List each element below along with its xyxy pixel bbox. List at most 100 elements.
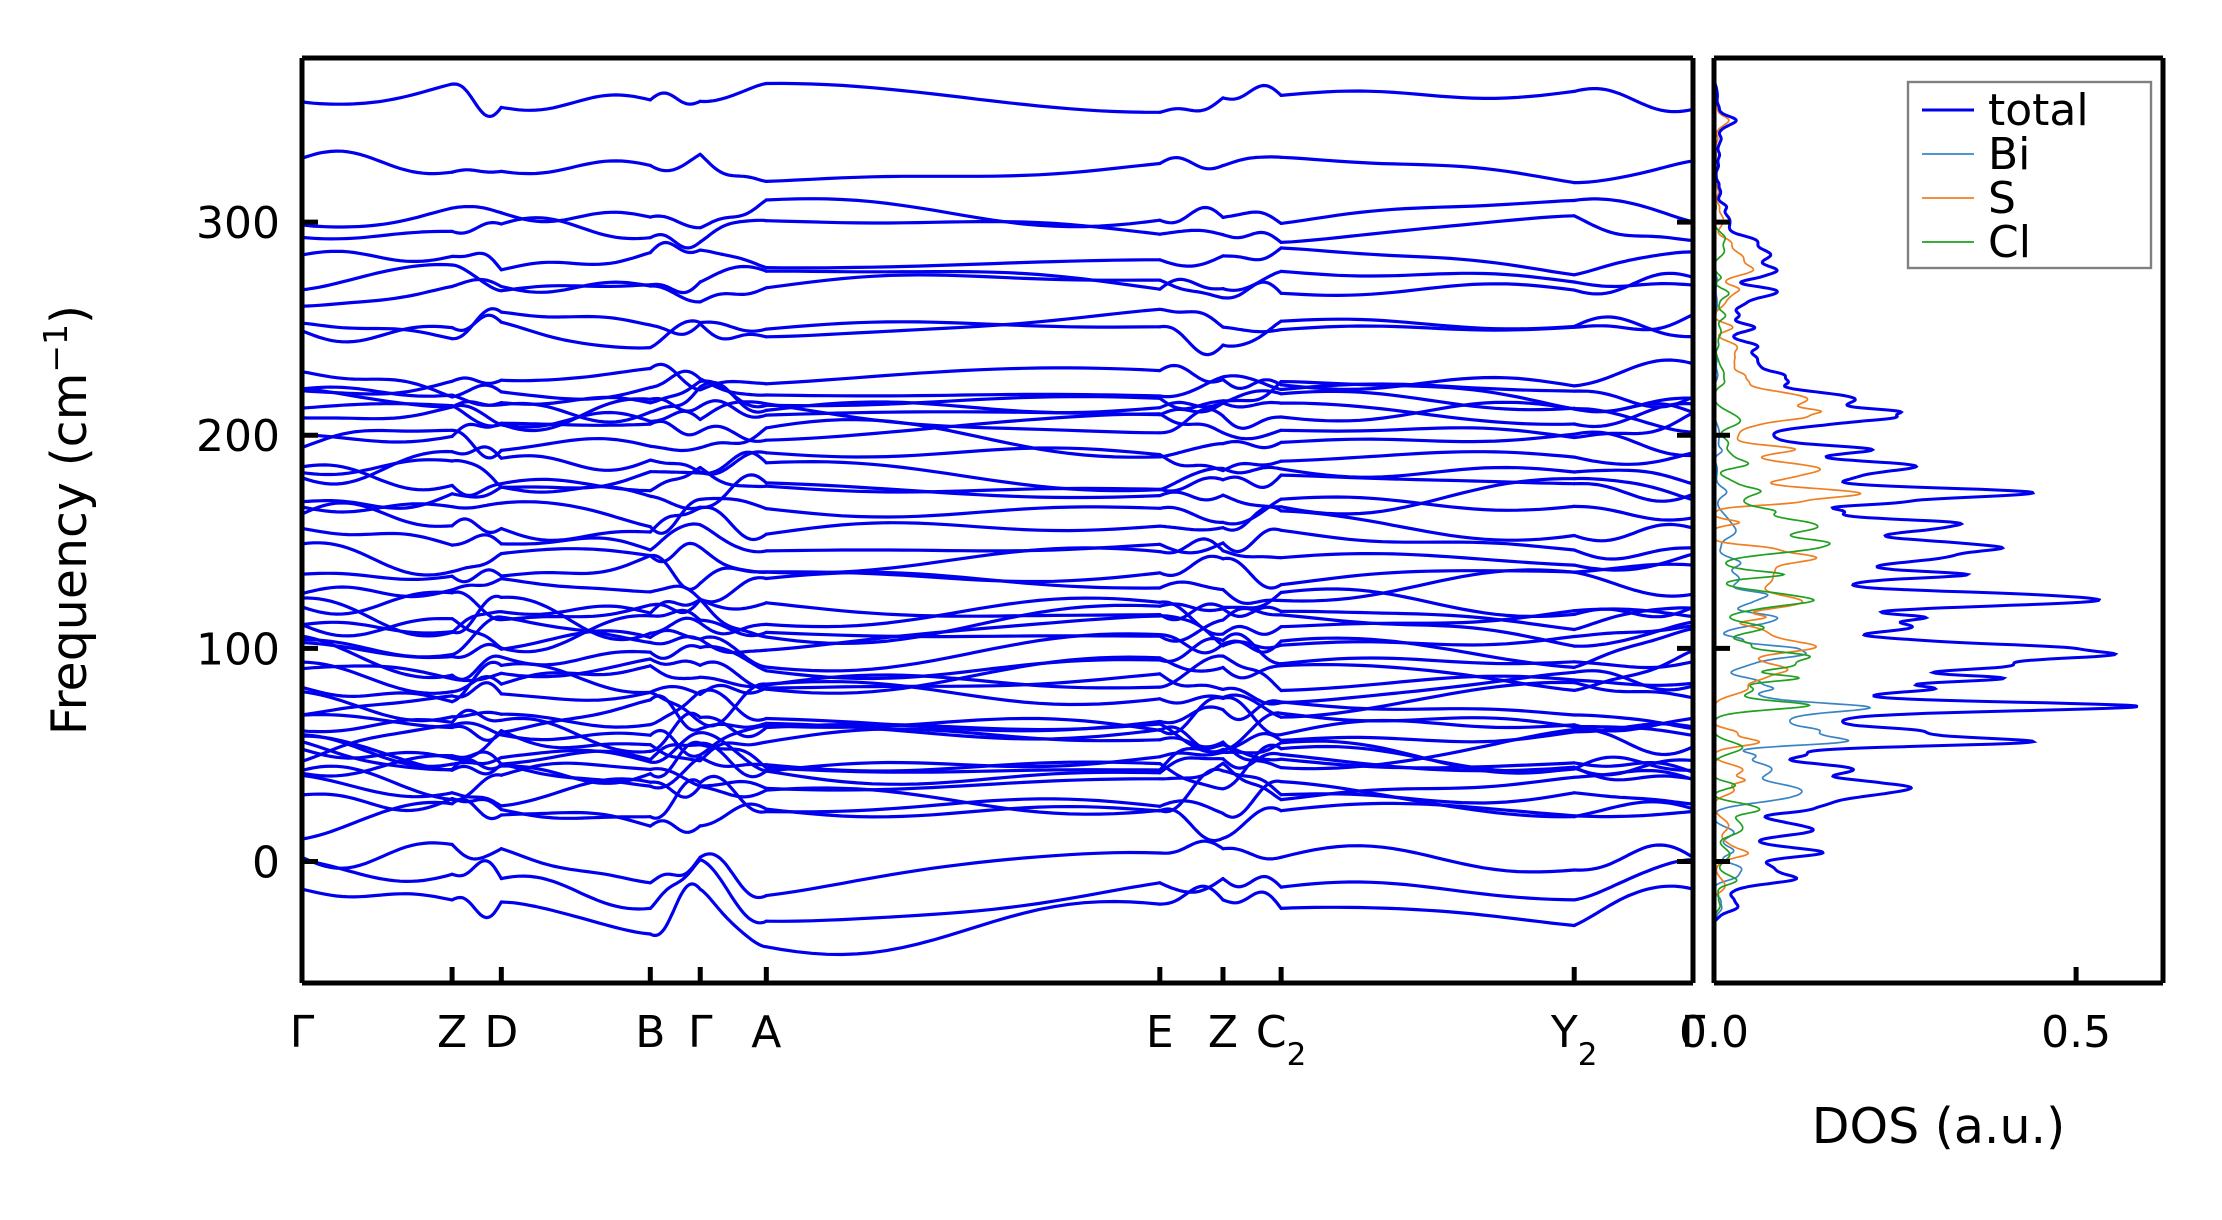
band-curve <box>698 688 768 722</box>
band-curve <box>302 740 454 772</box>
band-curve <box>499 847 652 885</box>
band-curve <box>1572 546 1693 561</box>
band-curve <box>1158 228 1225 237</box>
band-curve <box>1279 634 1576 647</box>
band-curve <box>1279 432 1576 444</box>
band-curve <box>1221 439 1283 450</box>
band-curve <box>499 690 652 702</box>
band-curve <box>764 505 1162 519</box>
band-curve <box>302 887 454 902</box>
band-ytick-label: 0 <box>252 838 280 889</box>
band-curve <box>764 766 1162 774</box>
band-curve <box>698 81 768 104</box>
band-curve <box>1221 624 1283 636</box>
band-curve <box>698 635 768 669</box>
band-curve <box>450 482 503 497</box>
band-curve <box>450 895 503 920</box>
band-curve <box>648 233 702 250</box>
band-curve <box>1221 380 1283 403</box>
band-curve <box>648 690 702 724</box>
band-curve <box>302 841 454 870</box>
band-curve <box>1158 762 1225 791</box>
band-curve <box>1221 606 1283 622</box>
band-curve <box>1279 375 1576 391</box>
band-curve <box>1279 700 1576 717</box>
band-curve <box>1221 740 1283 770</box>
band-curve <box>698 598 768 639</box>
band-curve <box>302 526 454 547</box>
band-curve <box>499 283 652 293</box>
band-curve <box>450 642 503 659</box>
band-curve <box>1221 400 1283 409</box>
band-curve <box>1158 375 1225 399</box>
band-curve <box>648 740 702 779</box>
band-curve <box>450 251 503 272</box>
band-curve <box>698 379 768 409</box>
band-curve <box>1279 636 1576 669</box>
band-curve <box>1221 779 1283 819</box>
band-curve <box>648 855 702 885</box>
band-curve <box>1158 696 1225 736</box>
band-curve <box>1572 713 1693 731</box>
band-curve <box>698 683 768 696</box>
band-curve <box>1221 378 1283 390</box>
band-curve <box>1572 280 1693 289</box>
band-curve <box>499 251 652 272</box>
band-curve <box>698 858 768 925</box>
band-curve <box>499 577 652 594</box>
band-curve <box>1158 401 1225 417</box>
band-curve <box>302 773 454 799</box>
band-curve <box>764 769 1162 786</box>
band-curve <box>648 664 702 681</box>
band-curve <box>1572 681 1693 700</box>
band-curve <box>450 168 503 174</box>
band-curve <box>764 881 1162 923</box>
band-curve <box>698 779 768 790</box>
band-curve <box>1221 210 1283 225</box>
band-curves-group <box>302 81 1693 957</box>
band-curve <box>450 82 503 118</box>
band-curve <box>302 284 454 308</box>
band-curve <box>1158 524 1225 532</box>
band-curve <box>648 819 702 834</box>
band-curve <box>1158 96 1225 114</box>
band-curve <box>450 428 503 460</box>
dos-xlabel: DOS (a.u.) <box>1812 1098 2065 1155</box>
band-curve <box>302 590 454 616</box>
band-curve <box>698 322 768 341</box>
band-curve <box>764 632 1162 673</box>
band-curve <box>698 887 768 949</box>
band-curve <box>1158 466 1225 492</box>
band-curve <box>302 379 454 396</box>
band-xtick-label: Γ <box>290 1007 315 1058</box>
band-curve <box>1572 197 1693 224</box>
band-xtick-label: A <box>751 1007 781 1058</box>
band-curve <box>764 658 1162 681</box>
dos-curve-bi <box>1714 58 1872 983</box>
band-curve <box>648 91 702 106</box>
band-curve <box>698 248 768 270</box>
band-curve <box>1572 389 1693 409</box>
band-curve <box>302 585 454 599</box>
band-curve <box>499 698 652 735</box>
band-curve <box>648 409 702 423</box>
band-curve <box>302 638 454 659</box>
band-curve <box>1221 664 1283 680</box>
band-curve <box>302 634 454 680</box>
band-curve <box>698 731 768 773</box>
band-curve <box>1572 476 1693 502</box>
band-curve <box>1279 282 1576 297</box>
band-curve <box>698 152 768 183</box>
band-curve <box>1572 800 1693 819</box>
band-curve <box>1572 605 1693 619</box>
band-curve <box>450 654 503 681</box>
band-curve <box>1572 649 1693 692</box>
band-curve <box>698 774 768 814</box>
band-curve <box>499 777 652 808</box>
band-curve <box>1572 791 1693 806</box>
band-curve <box>450 610 503 634</box>
band-curve <box>1158 363 1225 384</box>
band-curve <box>698 784 768 799</box>
band-curve <box>1572 482 1693 503</box>
band-curve <box>648 385 702 414</box>
